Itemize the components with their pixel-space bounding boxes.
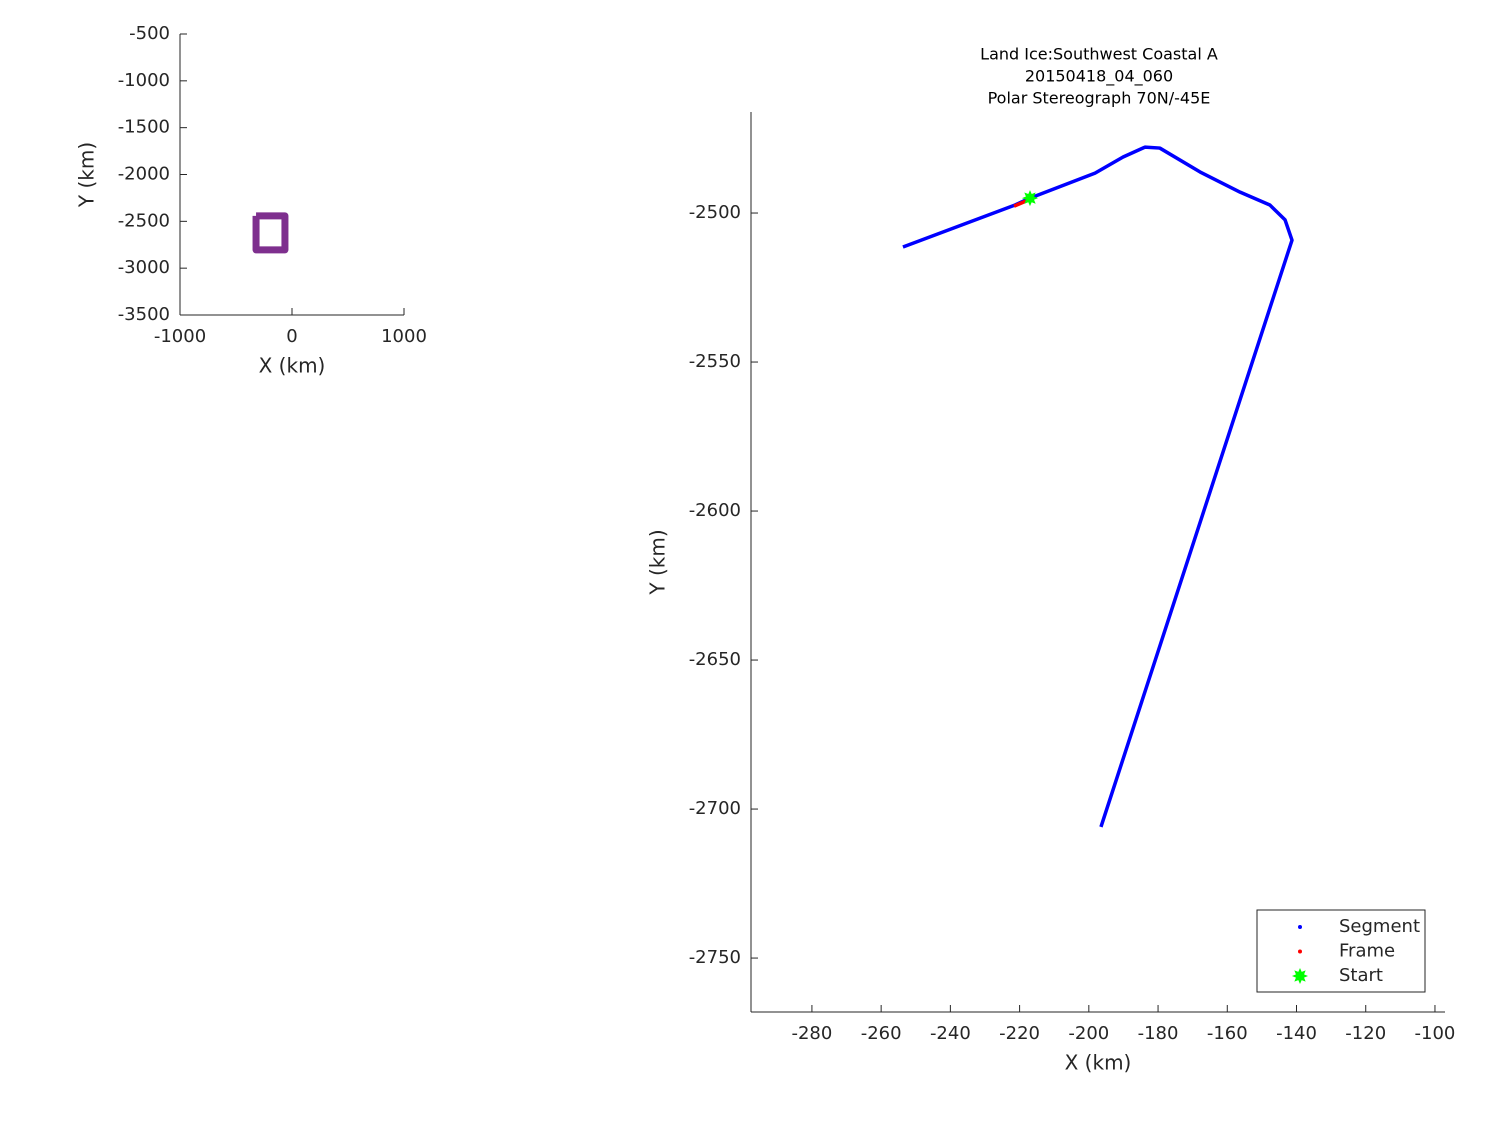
legend-box [1256,909,1426,993]
x-tick-label: -100 [1415,1023,1456,1044]
x-tick-label: 1000 [381,326,427,347]
y-tick-label: -2650 [689,649,741,670]
x-tick-label: -1000 [154,326,206,347]
chart-title: Polar Stereograph 70N/-45E [988,89,1211,108]
y-tick-label: -3500 [118,304,170,325]
y-tick-label: -2700 [689,798,741,819]
x-tick-label: -200 [1068,1023,1109,1044]
x-axis-label: X (km) [259,354,326,378]
x-tick-label: -260 [861,1023,902,1044]
legend: Segment Frame Start [1256,909,1426,993]
y-tick-label: -2500 [689,202,741,223]
x-tick-label: -160 [1207,1023,1248,1044]
legend-label: Start [1339,965,1383,986]
chart-title: 20150418_04_060 [1025,67,1173,87]
x-tick-label: 0 [286,326,297,347]
y-tick-label: -2550 [689,351,741,372]
x-tick-label: -140 [1276,1023,1317,1044]
x-tick-label: -280 [791,1023,832,1044]
y-tick-label: -500 [129,23,170,44]
legend-marker [1292,968,1308,984]
track-line [1013,199,1027,208]
legend-marker [1298,949,1302,954]
y-axis-label: Y (km) [75,142,99,208]
track-line [902,145,1294,828]
y-axis-label: Y (km) [646,529,670,595]
x-tick-label: -240 [930,1023,971,1044]
chart-title: Land Ice:Southwest Coastal A [980,45,1218,64]
y-tick-label: -2750 [689,947,741,968]
y-tick-label: -1000 [118,70,170,91]
x-axis-label: X (km) [1065,1051,1132,1075]
x-tick-label: -220 [999,1023,1040,1044]
y-tick-label: -1500 [118,117,170,138]
y-tick-label: -2600 [689,500,741,521]
legend-label: Segment [1339,916,1420,937]
legend-label: Frame [1339,941,1395,962]
x-tick-label: -180 [1138,1023,1179,1044]
y-tick-label: -2000 [118,164,170,185]
track-line [252,212,289,254]
legend-marker [1298,925,1302,929]
y-tick-label: -2500 [118,210,170,231]
start-marker [1021,190,1038,207]
y-tick-label: -3000 [118,257,170,278]
x-tick-label: -120 [1345,1023,1386,1044]
